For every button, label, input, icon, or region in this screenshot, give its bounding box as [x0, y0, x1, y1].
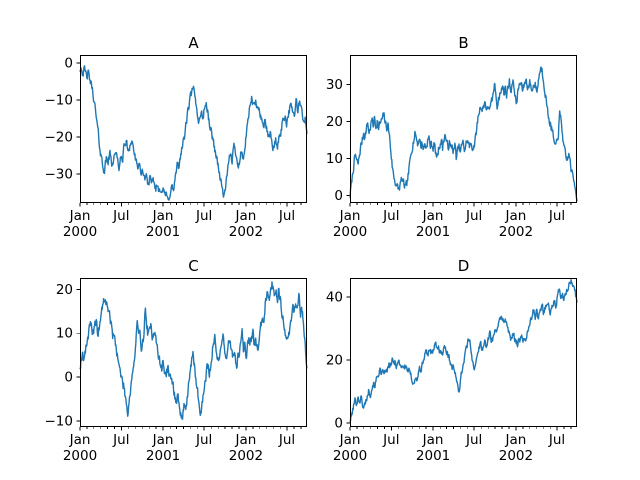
x-tick-label: Jul — [548, 432, 565, 448]
x-tick-label: Jan — [505, 432, 527, 448]
x-tick-year-label: 2000 — [63, 448, 97, 464]
x-tick-year-label: 2001 — [146, 224, 180, 240]
x-tick-label: Jan — [422, 432, 444, 448]
x-tick-label: Jul — [195, 432, 212, 448]
x-tick-label: Jan — [69, 208, 91, 224]
series-line-a — [79, 65, 308, 201]
y-tick-label: 20 — [56, 282, 73, 298]
x-tick-label: Jan — [69, 432, 91, 448]
x-tick-label: Jan — [339, 432, 361, 448]
y-tick-label: 10 — [326, 151, 343, 167]
x-tick-label: Jul — [112, 432, 129, 448]
x-tick-year-label: 2002 — [229, 448, 263, 464]
x-tick-label: Jul — [278, 432, 295, 448]
subplot-title-a: A — [188, 34, 199, 52]
axes-box — [350, 55, 577, 203]
x-tick-label: Jul — [465, 432, 482, 448]
y-tick-label: 20 — [326, 114, 343, 130]
x-tick-label: Jan — [152, 208, 174, 224]
axes-box — [80, 278, 307, 427]
axes-box — [80, 55, 307, 203]
x-tick-label: Jan — [422, 208, 444, 224]
x-tick-label: Jul — [382, 432, 399, 448]
x-tick-label: Jan — [339, 208, 361, 224]
x-tick-label: Jul — [278, 208, 295, 224]
subplot-title-b: B — [458, 34, 469, 52]
y-tick-label: −10 — [45, 93, 74, 109]
subplot-title-c: C — [188, 257, 199, 275]
x-tick-year-label: 2001 — [146, 448, 180, 464]
y-tick-label: 20 — [326, 352, 343, 368]
subplot-title-d: D — [457, 257, 470, 275]
y-tick-label: 0 — [64, 370, 73, 386]
x-tick-label: Jan — [235, 208, 257, 224]
x-tick-year-label: 2002 — [499, 448, 533, 464]
y-tick-label: 0 — [334, 188, 343, 204]
x-tick-label: Jul — [548, 208, 565, 224]
y-tick-label: 40 — [326, 289, 343, 305]
x-tick-year-label: 2000 — [63, 224, 97, 240]
series-line-c — [79, 281, 308, 420]
x-tick-year-label: 2000 — [333, 224, 367, 240]
y-tick-label: −20 — [45, 130, 74, 146]
x-tick-label: Jan — [505, 208, 527, 224]
y-tick-label: 10 — [56, 326, 73, 342]
series-line-b — [349, 66, 578, 202]
x-tick-label: Jul — [195, 208, 212, 224]
x-tick-year-label: 2002 — [229, 224, 263, 240]
x-tick-year-label: 2002 — [499, 224, 533, 240]
y-tick-label: 0 — [334, 415, 343, 431]
y-tick-label: −30 — [45, 167, 74, 183]
x-tick-year-label: 2001 — [416, 224, 450, 240]
series-line-d — [349, 279, 578, 424]
x-tick-year-label: 2001 — [416, 448, 450, 464]
x-tick-year-label: 2000 — [333, 448, 367, 464]
x-tick-label: Jul — [112, 208, 129, 224]
x-tick-label: Jan — [152, 432, 174, 448]
x-tick-label: Jul — [382, 208, 399, 224]
y-tick-label: −10 — [45, 413, 74, 429]
y-tick-label: 30 — [326, 77, 343, 93]
axes-box — [350, 278, 577, 427]
x-tick-label: Jul — [465, 208, 482, 224]
y-tick-label: 0 — [64, 56, 73, 72]
x-tick-label: Jan — [235, 432, 257, 448]
